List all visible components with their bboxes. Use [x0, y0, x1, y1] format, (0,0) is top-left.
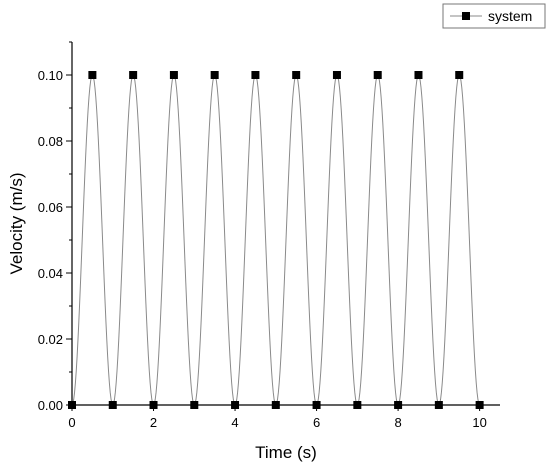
data-point — [373, 71, 382, 79]
data-point — [169, 71, 178, 79]
data-point — [251, 71, 260, 79]
data-point — [68, 401, 76, 409]
axes — [66, 41, 500, 411]
markers-layer — [68, 71, 484, 409]
data-point — [414, 71, 423, 79]
legend: system — [442, 3, 546, 29]
data-point — [210, 71, 219, 79]
data-point — [475, 401, 484, 409]
data-point — [292, 71, 301, 79]
x-tick-label: 4 — [231, 415, 238, 430]
y-tick-label: 0.02 — [38, 332, 63, 347]
x-tick-label: 8 — [394, 415, 401, 430]
data-point — [434, 401, 443, 409]
x-tick-label: 10 — [472, 415, 486, 430]
data-point — [271, 401, 280, 409]
y-tick-label: 0.04 — [38, 266, 63, 281]
data-point — [88, 71, 97, 79]
series-line-system — [71, 74, 481, 406]
x-tick-label: 0 — [68, 415, 75, 430]
data-point — [312, 401, 321, 409]
y-tick-label: 0.00 — [38, 398, 63, 413]
data-point — [129, 71, 138, 79]
data-point — [108, 401, 117, 409]
legend-label-system: system — [488, 8, 532, 24]
y-axis-title: Velocity (m/s) — [7, 172, 26, 274]
data-point — [149, 401, 158, 409]
legend-marker — [462, 12, 470, 20]
data-point — [394, 401, 403, 409]
y-tick-label: 0.08 — [38, 134, 63, 149]
y-tick-label: 0.10 — [38, 68, 63, 83]
x-axis-title: Time (s) — [255, 443, 317, 462]
y-tick-label: 0.06 — [38, 200, 63, 215]
tick-labels: 0 2 4 6 8 10 0.00 0.02 0.04 0.06 0.08 0.10 — [38, 68, 487, 430]
data-point — [353, 401, 362, 409]
data-point — [190, 401, 199, 409]
data-point — [455, 71, 464, 79]
data-point — [231, 401, 240, 409]
x-tick-label: 2 — [150, 415, 157, 430]
x-tick-label: 6 — [313, 415, 320, 430]
data-point — [332, 71, 341, 79]
series-layer — [71, 74, 481, 406]
